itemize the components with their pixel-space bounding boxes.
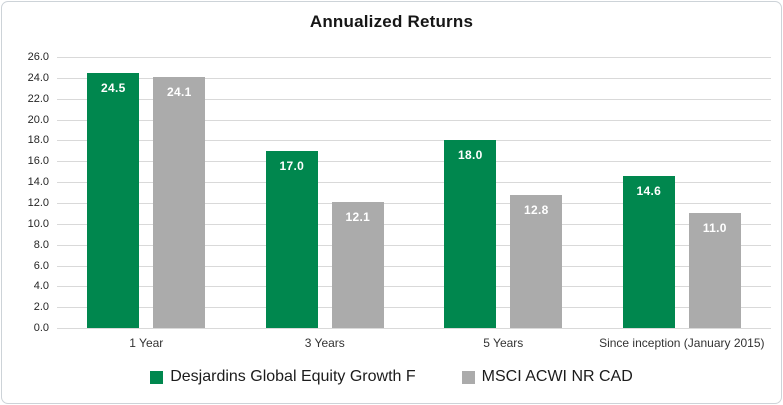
- gridline: [57, 265, 771, 267]
- bar-value-label: 12.1: [345, 209, 371, 224]
- y-axis-tick-label: 10.0: [27, 217, 49, 230]
- bar-value-label: 17.0: [279, 158, 305, 173]
- legend-swatch-icon: [150, 370, 164, 384]
- gridline: [57, 57, 771, 58]
- gridline: [57, 119, 771, 121]
- y-axis-tick-label: 12.0: [27, 196, 49, 209]
- legend-item-series1: MSCI ACWI NR CAD: [461, 368, 633, 386]
- legend: Desjardins Global Equity Growth F MSCI AC…: [2, 368, 781, 386]
- gridline: [57, 182, 771, 184]
- gridline: [57, 286, 771, 288]
- bar-series1-cat3: 11.0: [688, 213, 741, 328]
- bar-series1-cat0: 24.1: [153, 76, 206, 328]
- y-axis-tick-label: 6.0: [33, 259, 49, 272]
- bar-value-label: 24.1: [167, 84, 192, 99]
- y-axis-tick-label: 20.0: [27, 113, 49, 126]
- gridline: [57, 98, 771, 100]
- y-axis-tick-label: 18.0: [27, 134, 49, 147]
- y-axis-tick-label: 4.0: [33, 280, 49, 293]
- y-axis-tick-label: 26.0: [27, 51, 49, 63]
- y-axis-tick-label: 24.0: [27, 71, 49, 84]
- bar-series0-cat1: 17.0: [265, 150, 318, 328]
- gridline: [57, 307, 771, 309]
- gridline: [57, 202, 771, 204]
- y-axis-tick-label: 16.0: [27, 155, 49, 168]
- y-axis-tick-label: 22.0: [27, 92, 49, 105]
- bar-series0-cat0: 24.5: [87, 72, 140, 328]
- x-category-label: Since inception (January 2015): [599, 336, 765, 350]
- legend-swatch-icon: [461, 370, 475, 384]
- bar-value-label: 18.0: [458, 148, 483, 163]
- x-category-label: 1 Year: [129, 336, 164, 350]
- gridline: [57, 223, 771, 225]
- legend-item-series0: Desjardins Global Equity Growth F: [150, 368, 416, 386]
- legend-label: Desjardins Global Equity Growth F: [170, 368, 416, 385]
- bar-value-label: 24.5: [101, 80, 126, 95]
- y-axis-tick-label: 0.0: [33, 322, 49, 334]
- chart-title: Annualized Returns: [309, 12, 474, 31]
- y-axis-tick-label: 14.0: [27, 176, 49, 189]
- gridline: [57, 244, 771, 246]
- x-category-label: 5 Years: [483, 336, 524, 350]
- gridline: [57, 140, 771, 142]
- y-axis-tick-label: 8.0: [33, 238, 49, 251]
- bar-series0-cat2: 18.0: [444, 140, 497, 328]
- bar-series1-cat2: 12.8: [510, 194, 563, 328]
- bar-value-label: 14.6: [636, 183, 662, 198]
- bar-series1-cat1: 12.1: [331, 201, 384, 328]
- bar-value-label: 11.0: [702, 221, 727, 236]
- legend-label: MSCI ACWI NR CAD: [481, 368, 633, 385]
- gridline: [57, 77, 771, 79]
- bar-value-label: 12.8: [524, 202, 549, 217]
- bar-series0-cat3: 14.6: [622, 175, 675, 328]
- gridline: [57, 161, 771, 163]
- x-category-label: 3 Years: [304, 336, 345, 350]
- gridline: [57, 328, 771, 329]
- y-axis-tick-label: 2.0: [33, 301, 49, 314]
